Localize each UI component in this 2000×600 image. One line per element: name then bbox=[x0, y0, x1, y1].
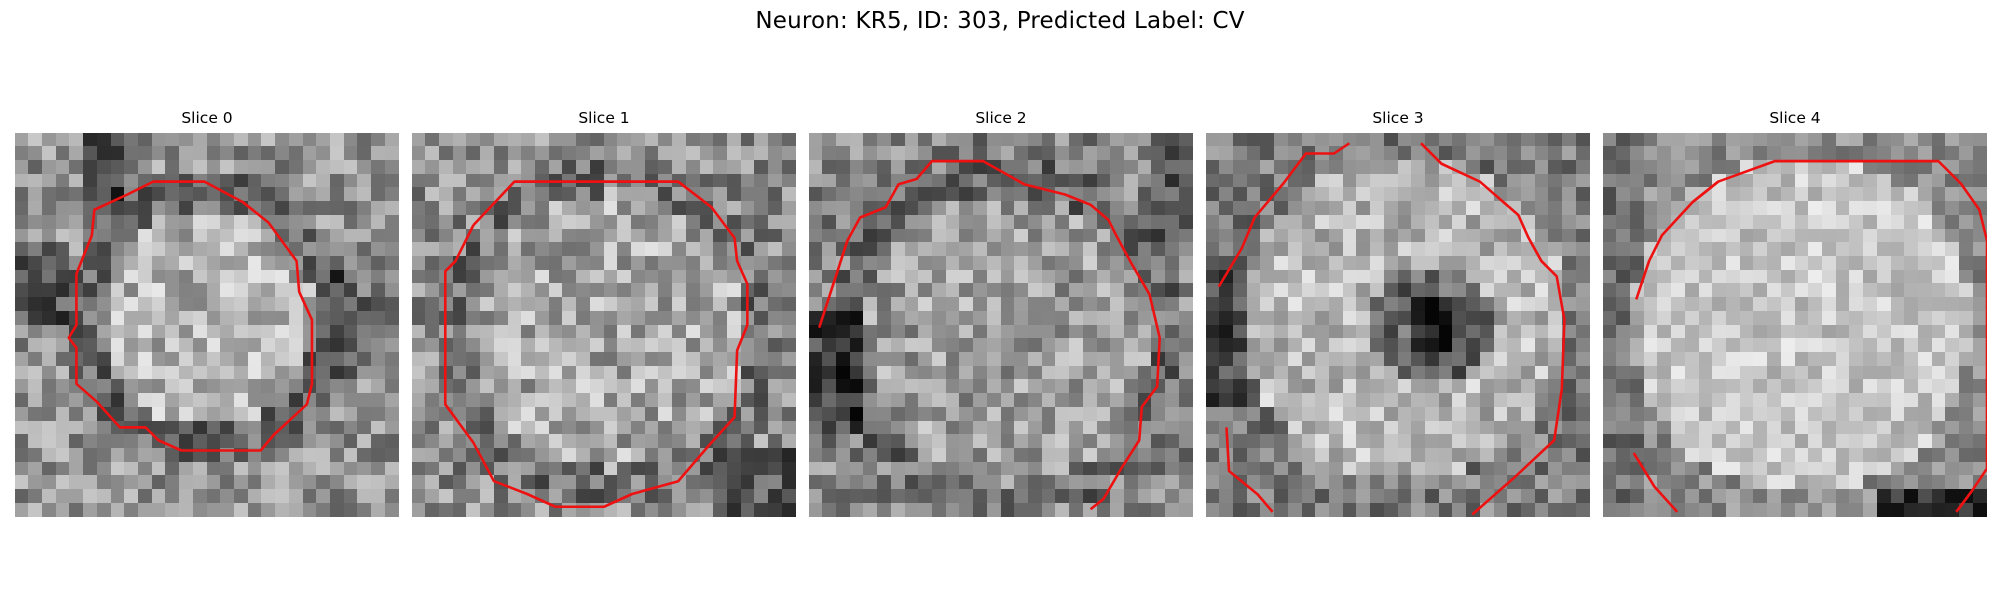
slice-panel-3: Slice 3 bbox=[1206, 108, 1590, 517]
slice-image bbox=[1603, 133, 1987, 517]
slice-image bbox=[412, 133, 796, 517]
figure-title: Neuron: KR5, ID: 303, Predicted Label: C… bbox=[0, 8, 2000, 34]
slice-panel-2: Slice 2 bbox=[809, 108, 1193, 517]
slice-title: Slice 0 bbox=[15, 108, 399, 128]
slice-title: Slice 4 bbox=[1603, 108, 1987, 128]
slice-image bbox=[1206, 133, 1590, 517]
slice-panel-1: Slice 1 bbox=[412, 108, 796, 517]
slice-panel-4: Slice 4 bbox=[1603, 108, 1987, 517]
slice-title: Slice 3 bbox=[1206, 108, 1590, 128]
slice-image bbox=[809, 133, 1193, 517]
slice-title: Slice 2 bbox=[809, 108, 1193, 128]
slice-image bbox=[15, 133, 399, 517]
slice-title: Slice 1 bbox=[412, 108, 796, 128]
slice-panel-0: Slice 0 bbox=[15, 108, 399, 517]
